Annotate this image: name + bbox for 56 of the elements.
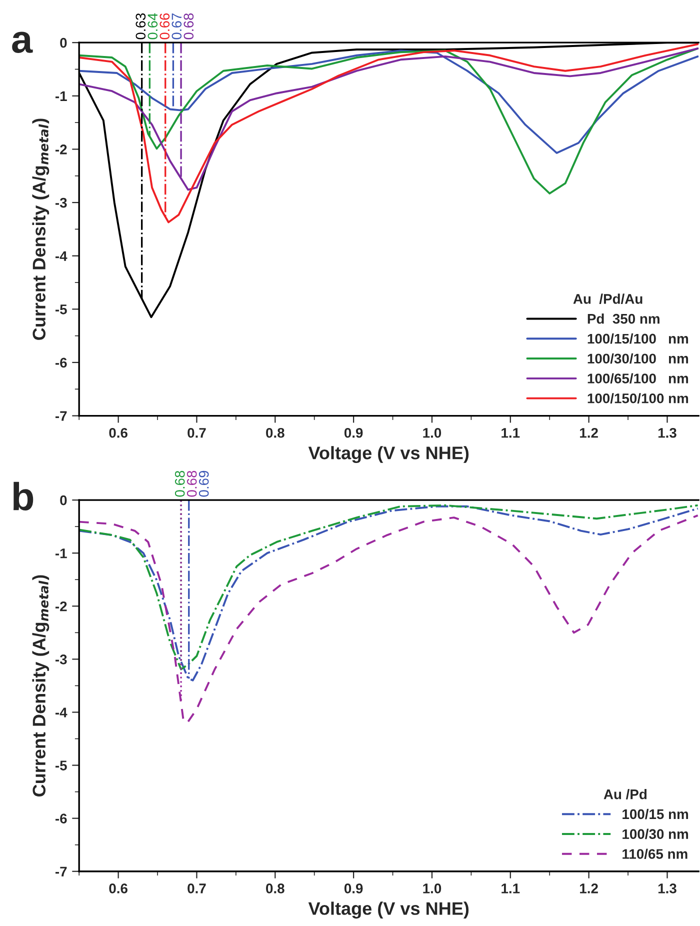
legend-label: 100/30 nm (622, 828, 688, 840)
x-tick-label: 1.0 (423, 428, 442, 438)
legend-label: 100/30/100 nm (588, 353, 688, 364)
y-axis-title: Current Density (A/g$_{metal}$) (32, 118, 50, 340)
legend-label: 100/15/100 nm (588, 333, 688, 344)
legend-label: 100/150/100 nm (588, 393, 688, 404)
x-tick-label: 0.6 (109, 428, 128, 438)
x-tick-label: 0.7 (188, 428, 206, 438)
y-tick-label: -7 (55, 866, 67, 876)
y-tick-label: -4 (55, 708, 68, 718)
legend-label: Pd 350 nm (588, 314, 660, 324)
ref-line-label: 0.63 (136, 13, 146, 40)
legend-title: Au /Pd/Au (573, 294, 642, 304)
y-tick-label: -7 (55, 411, 67, 421)
y-tick-label: -2 (55, 144, 67, 154)
y-tick-label: 0 (60, 38, 67, 48)
ref-line-label: 0.68 (184, 13, 194, 40)
y-tick-label: -6 (55, 814, 67, 824)
x-tick-label: 1.1 (502, 884, 520, 894)
x-tick-label: 0.9 (344, 428, 363, 438)
legend-label: 100/65/100 nm (588, 373, 688, 384)
legend-label: 110/65 nm (622, 848, 688, 860)
y-tick-label: -1 (55, 548, 67, 558)
x-tick-label: 1.3 (658, 428, 676, 438)
x-axis-title: Voltage (V vs NHE) (308, 446, 469, 463)
x-axis-title: Voltage (V vs NHE) (308, 902, 469, 919)
y-tick-label: -4 (55, 251, 68, 261)
legend-label: 100/15 nm (622, 808, 688, 820)
x-tick-label: 1.0 (423, 884, 442, 894)
x-tick-label: 0.8 (266, 428, 284, 438)
y-tick-label: -1 (55, 91, 67, 101)
y-axis-title: Current Density (A/g$_{metal}$) (32, 575, 50, 796)
x-tick-label: 0.8 (266, 884, 284, 894)
y-tick-label: -3 (55, 654, 67, 664)
x-tick-label: 1.1 (502, 428, 520, 438)
x-tick-label: 1.2 (580, 884, 598, 894)
chart-title: a (12, 32, 33, 54)
x-tick-label: 0.6 (109, 884, 128, 894)
ref-line-label: 0.68 (174, 470, 185, 497)
x-tick-label: 0.9 (344, 884, 363, 894)
y-tick-label: -5 (55, 760, 67, 770)
y-tick-label: -2 (55, 601, 67, 612)
ref-line-label: 0.68 (186, 470, 197, 497)
y-tick-label: -5 (55, 304, 67, 314)
ref-line-label: 0.67 (172, 13, 182, 40)
y-tick-label: -3 (55, 198, 67, 208)
ref-line-label: 0.64 (148, 13, 158, 40)
ref-line-label: 0.66 (160, 13, 170, 40)
y-tick-label: -6 (55, 358, 67, 368)
legend-title: Au /Pd (604, 789, 647, 800)
x-tick-label: 1.2 (580, 428, 598, 438)
y-tick-label: 0 (60, 495, 67, 506)
x-tick-label: 1.3 (658, 884, 676, 894)
ref-line-label: 0.69 (198, 470, 209, 497)
chart-title: b (14, 482, 34, 510)
x-tick-label: 0.7 (188, 884, 206, 894)
